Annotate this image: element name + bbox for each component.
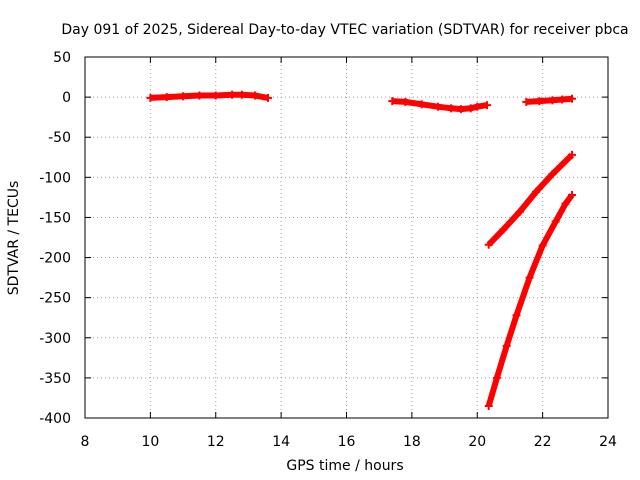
data-point bbox=[525, 273, 534, 282]
data-point bbox=[211, 91, 220, 100]
plot-frame bbox=[84, 56, 609, 419]
chart-title: Day 091 of 2025, Sidereal Day-to-day VTE… bbox=[61, 22, 628, 38]
x-tick-label: 24 bbox=[599, 434, 617, 450]
data-point bbox=[456, 105, 465, 114]
x-tick-labels: 8 10 12 14 16 18 20 22 24 bbox=[81, 434, 617, 450]
y-tick-label: -100 bbox=[39, 170, 71, 186]
data-point bbox=[237, 90, 246, 99]
series-arc-2 bbox=[388, 97, 492, 114]
y-tick-label: -300 bbox=[39, 331, 71, 347]
y-tick-label: -250 bbox=[39, 291, 71, 307]
series-line bbox=[485, 193, 575, 407]
data-point bbox=[515, 207, 524, 216]
x-tick-label: 12 bbox=[207, 434, 225, 450]
data-point bbox=[568, 94, 577, 103]
data-point bbox=[551, 217, 560, 226]
data-point bbox=[561, 199, 570, 208]
y-tick-label: -150 bbox=[39, 210, 71, 226]
data-point bbox=[538, 241, 547, 250]
x-axis-label: GPS time / hours bbox=[286, 458, 403, 474]
data-point bbox=[473, 102, 482, 111]
data-point bbox=[195, 91, 204, 100]
data-point bbox=[447, 104, 456, 113]
data-point bbox=[250, 91, 259, 100]
data-point bbox=[401, 97, 410, 106]
data-point bbox=[264, 93, 273, 102]
data-point bbox=[502, 341, 511, 350]
grid bbox=[85, 57, 608, 418]
data-point bbox=[512, 311, 521, 320]
data-point bbox=[568, 150, 577, 159]
data-point bbox=[484, 240, 493, 249]
y-axis-label: SDTVAR / TECUs bbox=[6, 181, 22, 296]
data-point bbox=[568, 190, 577, 199]
data-point bbox=[484, 401, 493, 410]
data-point bbox=[417, 100, 426, 109]
data-point bbox=[162, 93, 171, 102]
series-group bbox=[146, 90, 577, 410]
y-tick-label: -50 bbox=[48, 130, 71, 146]
y-tick-label: 50 bbox=[53, 50, 71, 66]
y-tick-labels: 50 0 -50 -100 -150 -200 -250 -300 -350 -400 bbox=[39, 50, 71, 427]
data-point bbox=[532, 187, 541, 196]
data-point bbox=[146, 93, 155, 102]
y-tick-label: 0 bbox=[62, 90, 71, 106]
y-tick-label: -200 bbox=[39, 251, 71, 267]
series-arc-3 bbox=[522, 94, 577, 106]
x-tick-label: 20 bbox=[468, 434, 486, 450]
data-point bbox=[522, 97, 531, 106]
data-point bbox=[228, 90, 237, 99]
series-arc-5 bbox=[484, 190, 577, 410]
series-line bbox=[486, 152, 575, 247]
data-point bbox=[483, 101, 492, 110]
data-point bbox=[388, 97, 397, 106]
y-tick-label: -350 bbox=[39, 371, 71, 387]
data-point bbox=[499, 225, 508, 234]
data-point bbox=[548, 96, 557, 105]
data-point bbox=[492, 373, 501, 382]
x-tick-label: 14 bbox=[272, 434, 290, 450]
data-point bbox=[466, 104, 475, 113]
x-tick-label: 8 bbox=[81, 434, 90, 450]
x-tick-label: 10 bbox=[141, 434, 159, 450]
x-tick-label: 18 bbox=[403, 434, 421, 450]
data-point bbox=[558, 95, 567, 104]
data-point bbox=[179, 92, 188, 101]
data-point bbox=[548, 170, 557, 179]
y-tick-label: -400 bbox=[39, 411, 71, 427]
series-arc-1 bbox=[146, 90, 273, 102]
x-tick-label: 16 bbox=[338, 434, 356, 450]
data-point bbox=[535, 97, 544, 106]
series-arc-4 bbox=[484, 150, 577, 249]
data-point bbox=[434, 102, 443, 111]
x-tick-label: 22 bbox=[534, 434, 552, 450]
